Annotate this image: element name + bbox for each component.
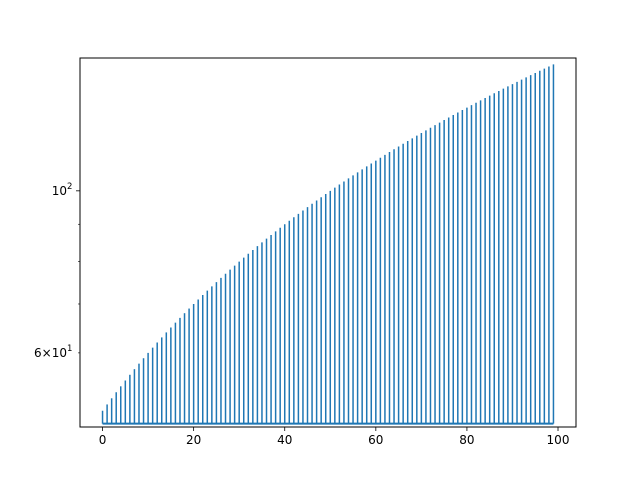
- x-tick-label: 80: [459, 433, 474, 447]
- stem-series: [101, 64, 555, 424]
- x-tick-label: 0: [99, 433, 107, 447]
- x-axis: 0 20 40 60 80 100: [99, 427, 570, 447]
- x-tick-label: 20: [186, 433, 201, 447]
- x-tick-label: 100: [547, 433, 570, 447]
- plot-frame: [79, 57, 577, 428]
- y-tick-label: 6×10: [34, 346, 67, 360]
- y-axis: 10 2 6×10 1: [34, 182, 80, 360]
- axes-border: [79, 57, 577, 428]
- y-tick-label: 10: [52, 184, 67, 198]
- y-tick-label-exponent: 1: [67, 344, 72, 354]
- x-tick-label: 60: [368, 433, 383, 447]
- y-tick-label-exponent: 2: [67, 182, 72, 192]
- x-tick-label: 40: [277, 433, 292, 447]
